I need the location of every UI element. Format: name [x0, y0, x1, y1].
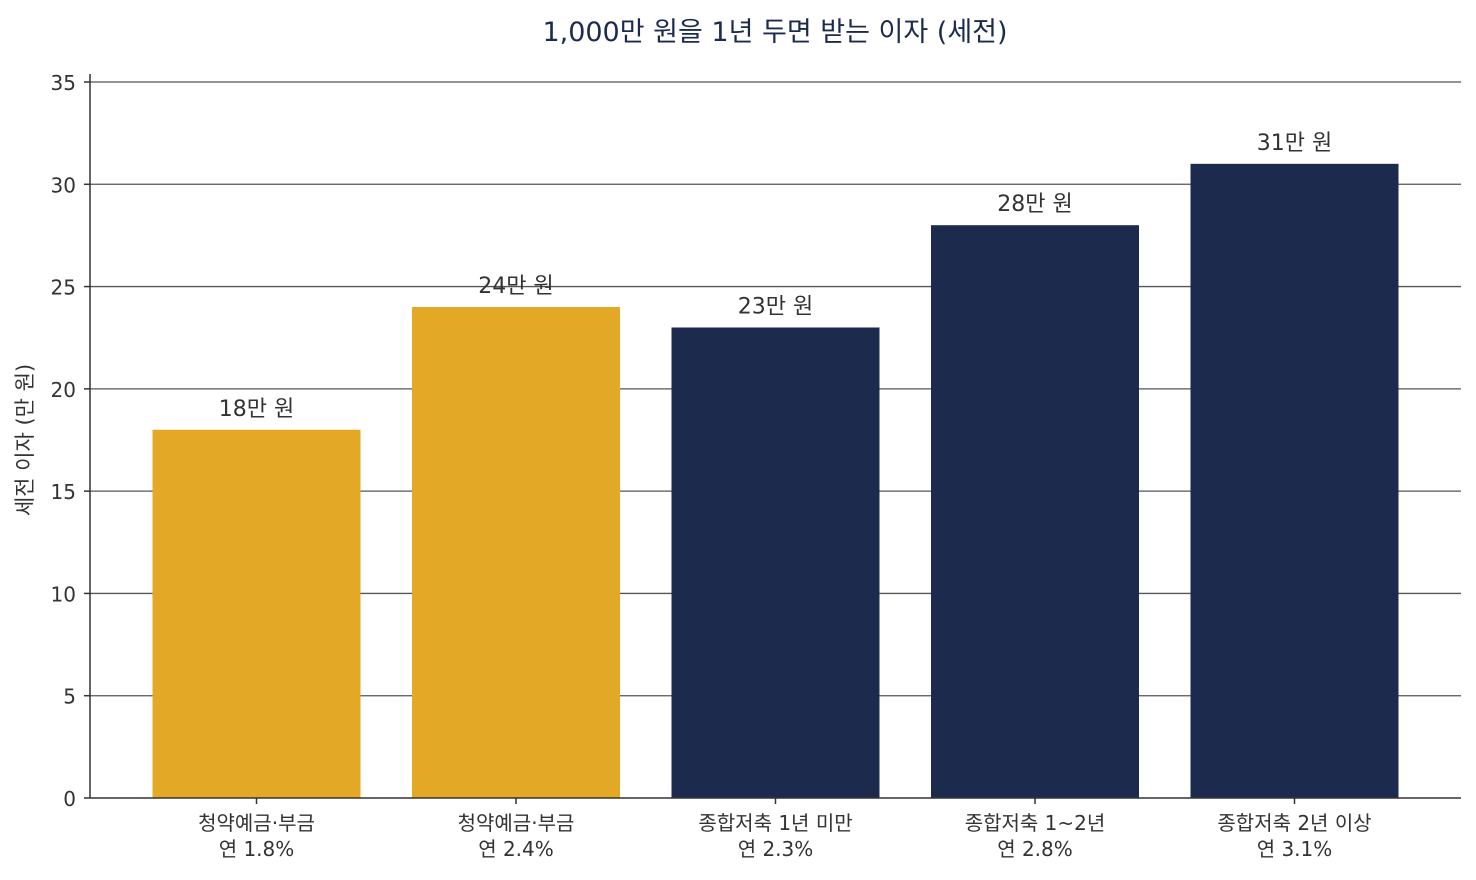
y-tick-label: 20 [51, 378, 76, 402]
x-tick-label: 연 2.4% [478, 837, 554, 861]
bar-value-label: 23만 원 [738, 294, 813, 319]
bar [152, 429, 361, 798]
y-tick-label: 15 [51, 480, 76, 504]
bar [671, 327, 880, 798]
y-tick-label: 0 [63, 787, 76, 811]
bar-value-label: 28만 원 [997, 192, 1072, 217]
x-tick-label: 종합저축 1~2년 [965, 811, 1106, 835]
x-tick-label: 연 2.3% [738, 837, 814, 861]
bar-value-label: 24만 원 [478, 274, 553, 299]
x-tick-label: 청약예금·부금 [198, 811, 315, 835]
y-tick-label: 5 [63, 685, 76, 709]
x-tick-label: 연 1.8% [219, 837, 295, 861]
x-tick-label: 종합저축 2년 이상 [1217, 811, 1371, 835]
bar [412, 307, 620, 798]
y-tick-label: 25 [51, 276, 76, 300]
y-tick-label: 10 [51, 582, 76, 606]
y-axis-label: 세전 이자 (만 원) [13, 364, 37, 516]
chart-title: 1,000만 원을 1년 두면 받는 이자 (세전) [542, 17, 1007, 48]
bar [1190, 163, 1399, 799]
x-tick-label: 종합저축 1년 미만 [698, 811, 852, 835]
x-tick-label: 연 3.1% [1257, 837, 1333, 861]
bar-value-label: 18만 원 [219, 397, 294, 422]
y-tick-label: 30 [51, 173, 76, 197]
x-tick-label: 연 2.8% [997, 837, 1073, 861]
bar [931, 225, 1139, 798]
y-tick-label: 35 [51, 71, 76, 95]
bars [152, 163, 1399, 799]
bar-value-label: 31만 원 [1257, 131, 1332, 156]
x-tick-label: 청약예금·부금 [458, 811, 575, 835]
axes [84, 74, 1461, 804]
